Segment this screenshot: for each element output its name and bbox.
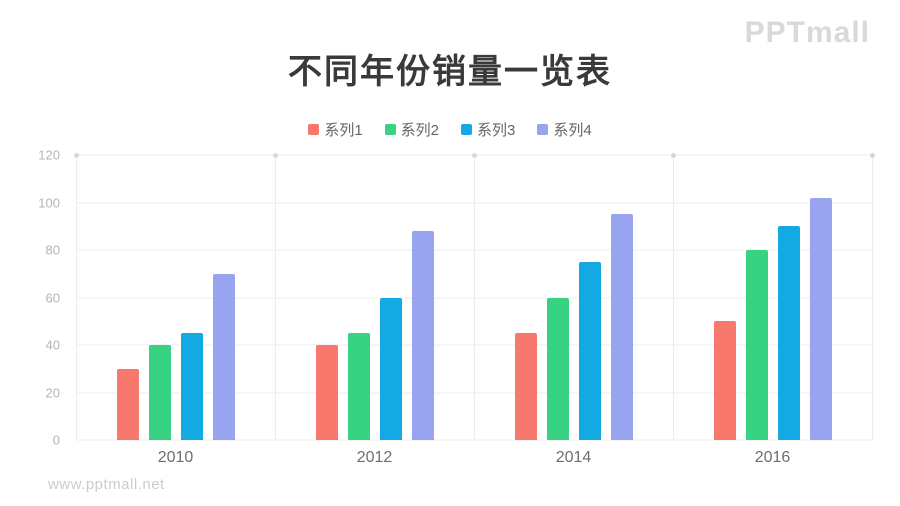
bar-group-2014 [474,155,673,440]
vertical-gridline [472,153,477,440]
bar-系列1-2016 [713,321,736,440]
bar-系列3-2014 [578,261,601,440]
y-tick-label: 40 [45,337,60,353]
bar-系列2-2016 [745,250,768,440]
y-tick-label: 60 [45,290,60,305]
vertical-gridline [870,153,875,440]
x-tick-label: 2014 [555,449,592,466]
bar-系列1-2014 [514,333,537,440]
legend-marker-icon [461,124,472,135]
bar-系列4-2012 [411,231,434,440]
bar-系列4-2014 [610,214,633,440]
legend-label: 系列2 [400,122,439,139]
gridline-dot [472,153,477,158]
legend-item-系列1: 系列1 [308,119,363,140]
bar-系列3-2012 [379,297,402,440]
legend-marker-icon [308,124,320,135]
gridline-dot [671,153,676,158]
y-tick-label: 0 [52,432,60,448]
bar-系列2-2012 [347,333,370,440]
legend-marker-icon [537,124,549,135]
gridline-dot [74,153,79,158]
x-tick-label: 2012 [356,449,393,466]
y-tick-label: 20 [45,385,60,400]
x-tick-label: 2010 [157,449,194,466]
legend-label: 系列3 [477,122,516,139]
gridline-dot [273,153,278,158]
bar-系列4-2016 [809,197,832,440]
bar-groups [76,155,872,440]
x-axis-labels: 2010 2012 2014 2016 [76,440,872,467]
chart-legend: 系列1 系列2 系列3 系列4 [0,119,900,140]
bar-系列3-2010 [180,333,203,440]
bar-系列1-2012 [315,345,338,440]
y-tick-label: 80 [45,242,60,258]
bar-系列2-2010 [148,345,171,440]
bar-系列3-2016 [777,226,800,440]
bar-group-2016 [673,155,872,440]
bar-group-2012 [275,155,474,440]
vertical-gridline [671,153,676,440]
plot-area [74,153,875,441]
vertical-gridline [273,153,278,440]
legend-label: 系列4 [553,122,592,139]
legend-item-系列2: 系列2 [384,119,439,140]
y-tick-label: 100 [38,195,60,210]
bar-系列2-2014 [546,297,569,440]
gridline-dot [870,153,875,158]
pptmall-logo: PPTmall [744,16,870,49]
legend-label: 系列1 [324,122,363,139]
legend-item-系列3: 系列3 [461,119,515,140]
y-tick-label: 120 [38,147,60,163]
legend-marker-icon [384,124,396,135]
bar-chart: 0 20 40 60 80 100 120 2010 2012 2014 2016 [38,149,875,466]
bar-group-2010 [76,155,275,440]
vertical-gridline [74,153,79,440]
gridline [76,439,872,441]
bar-系列4-2010 [212,273,235,440]
legend-item-系列4: 系列4 [537,119,592,140]
bar-系列1-2010 [116,368,139,440]
watermark: www.pptmall.net [48,476,165,493]
chart-title: 不同年份销量一览表 [288,53,612,91]
x-tick-label: 2016 [754,449,791,466]
y-axis-labels: 0 20 40 60 80 100 120 [26,149,66,447]
